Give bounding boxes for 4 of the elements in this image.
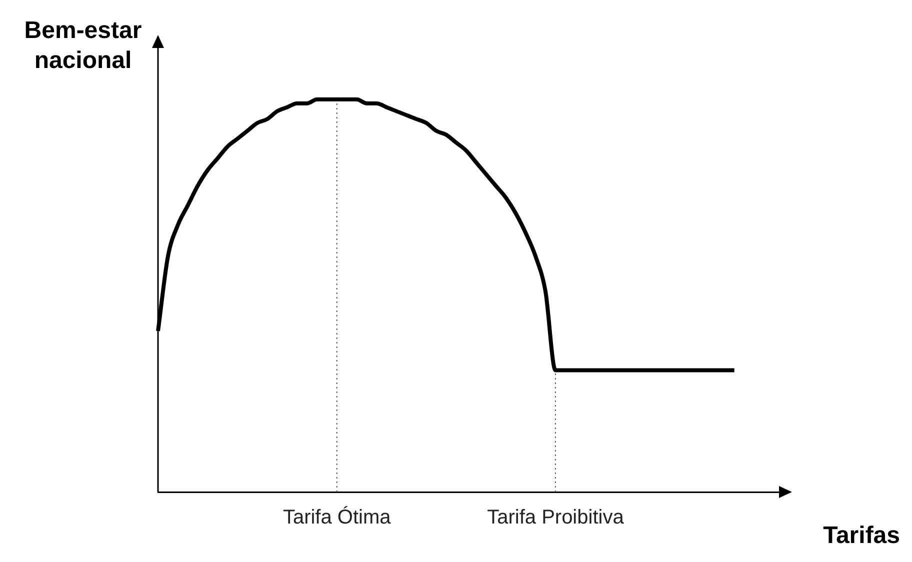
x-tick-label: Tarifa Ótima (282, 506, 392, 529)
x-tick-label: Tarifa Proibitiva (487, 506, 625, 529)
y-axis-title: Bem-estar nacional (23, 16, 143, 76)
x-axis-title: Tarifas (823, 522, 900, 550)
